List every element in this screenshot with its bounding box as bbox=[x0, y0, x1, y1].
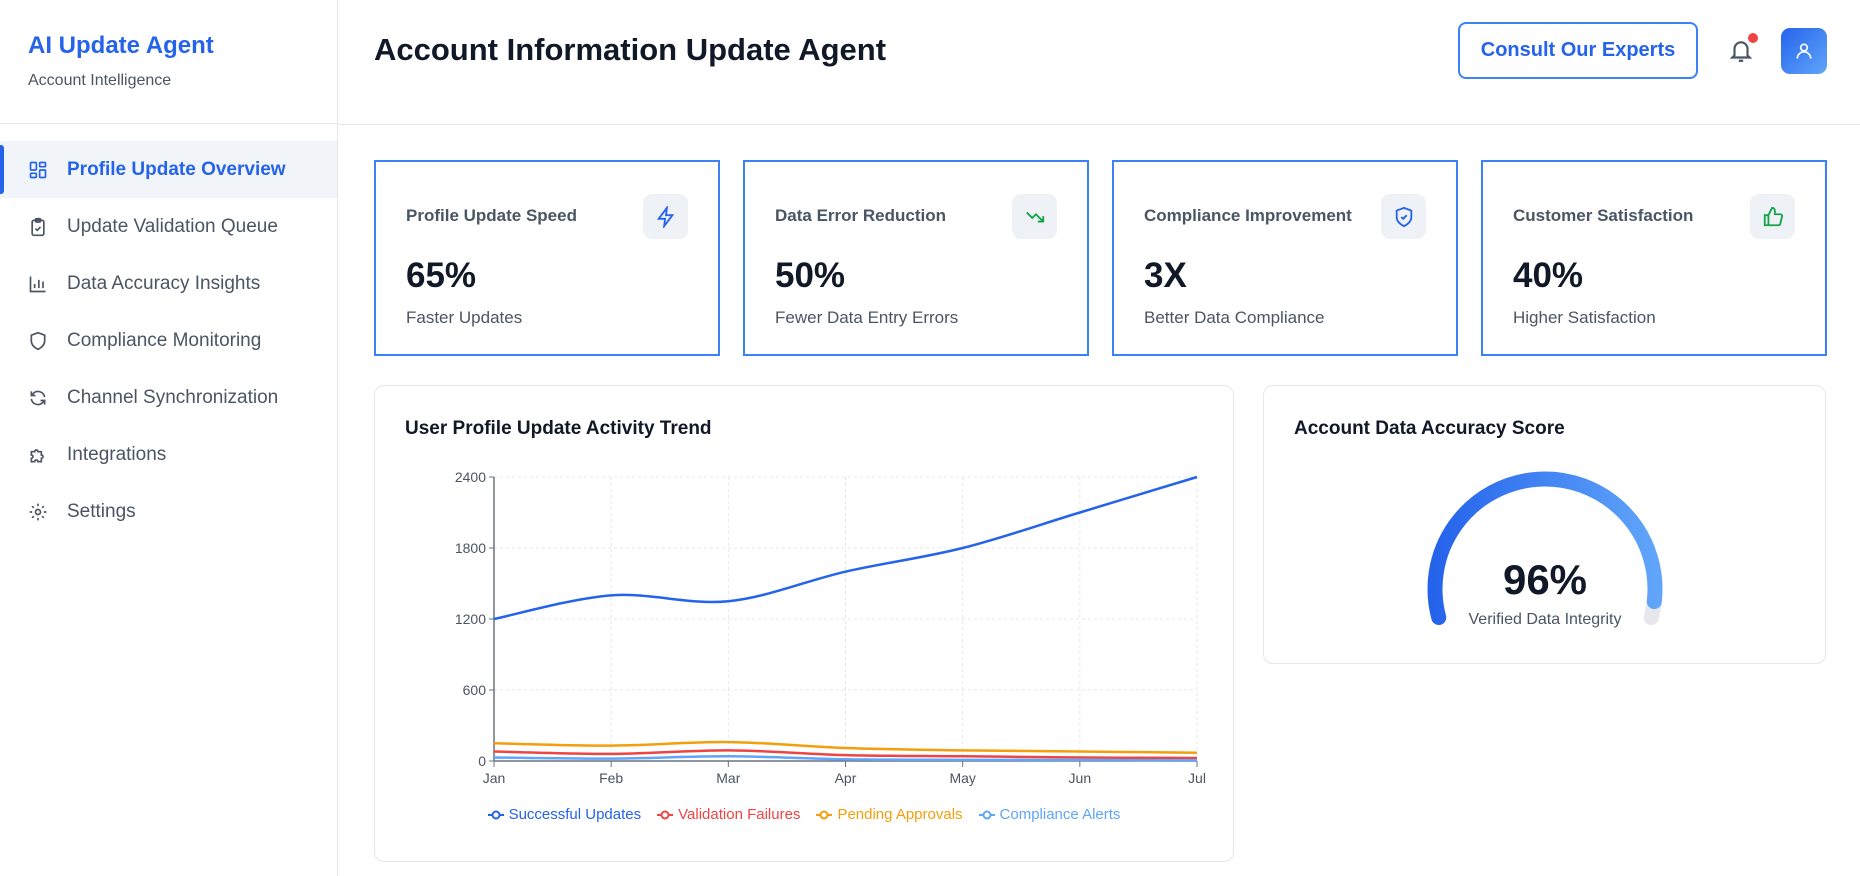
stat-card-data-error-reduction: Data Error Reduction 50% Fewer Data Entr… bbox=[743, 160, 1089, 356]
stat-subtitle: Faster Updates bbox=[406, 308, 523, 327]
thumbs-up-icon bbox=[1750, 194, 1795, 239]
y-tick-label: 0 bbox=[478, 753, 486, 769]
x-tick-label: Jul bbox=[1188, 770, 1206, 786]
sidebar-item-update-validation-queue[interactable]: Update Validation Queue bbox=[0, 198, 337, 255]
legend-label: Validation Failures bbox=[678, 806, 801, 823]
y-tick-label: 1200 bbox=[455, 611, 486, 627]
stat-subtitle: Better Data Compliance bbox=[1144, 308, 1325, 327]
stat-label: Data Error Reduction bbox=[775, 206, 946, 225]
user-icon bbox=[1796, 43, 1812, 59]
grid-icon bbox=[29, 161, 47, 178]
sidebar-item-channel-synchronization[interactable]: Channel Synchronization bbox=[0, 369, 337, 426]
x-tick-label: May bbox=[949, 770, 975, 786]
chart-legend: Successful Updates Validation Failures Pen… bbox=[375, 806, 1233, 823]
y-tick-label: 1800 bbox=[455, 540, 486, 556]
gear-icon bbox=[29, 503, 47, 520]
series-line-pending-approvals bbox=[493, 740, 1198, 754]
x-tick-label: Jan bbox=[483, 770, 506, 786]
stat-label: Customer Satisfaction bbox=[1513, 206, 1694, 225]
bar-chart-icon bbox=[29, 276, 46, 292]
sidebar-item-label: Integrations bbox=[67, 443, 167, 465]
stat-value: 65% bbox=[406, 256, 477, 295]
stat-card-customer-satisfaction: Customer Satisfaction 40% Higher Satisfa… bbox=[1481, 160, 1827, 356]
brand-subtitle: Account Intelligence bbox=[28, 72, 172, 89]
gauge-value: 96% bbox=[1502, 556, 1588, 603]
stat-label: Profile Update Speed bbox=[406, 206, 577, 225]
stat-card-profile-update-speed: Profile Update Speed 65% Faster Updates bbox=[374, 160, 720, 356]
x-tick-label: Apr bbox=[835, 770, 857, 786]
lightning-icon bbox=[643, 194, 688, 239]
line-chart: 0 600 1200 1800 2400 Jan Feb Mar Apr May Jun Jul bbox=[455, 469, 1206, 786]
accuracy-score-card: Account Data Accuracy Score 96% Verified… bbox=[1263, 385, 1826, 664]
header: Account Information Update Agent Consult… bbox=[338, 0, 1860, 125]
refresh-icon bbox=[30, 390, 46, 405]
sidebar-item-label: Settings bbox=[67, 500, 136, 522]
legend-item[interactable]: Validation Failures bbox=[657, 806, 800, 823]
stat-subtitle: Fewer Data Entry Errors bbox=[775, 308, 959, 327]
puzzle-icon bbox=[30, 448, 44, 462]
accuracy-gauge bbox=[1427, 471, 1663, 625]
avatar[interactable] bbox=[1781, 28, 1827, 74]
page-title: Account Information Update Agent bbox=[374, 32, 887, 67]
legend-label: Compliance Alerts bbox=[999, 806, 1121, 823]
sidebar-item-label: Channel Synchronization bbox=[67, 386, 279, 408]
sidebar: AI Update Agent Account Intelligence Pro… bbox=[0, 0, 338, 876]
sidebar-item-label: Profile Update Overview bbox=[67, 158, 286, 180]
y-tick-label: 600 bbox=[463, 682, 487, 698]
legend-item[interactable]: Compliance Alerts bbox=[978, 806, 1121, 823]
legend-marker-icon bbox=[978, 810, 995, 819]
legend-marker-icon bbox=[657, 810, 674, 819]
gauge-fill bbox=[1427, 471, 1663, 625]
legend-item[interactable]: Successful Updates bbox=[487, 806, 642, 823]
x-tick-label: Jun bbox=[1069, 770, 1092, 786]
notification-dot bbox=[1748, 33, 1758, 43]
legend-item[interactable]: Pending Approvals bbox=[816, 806, 963, 823]
sidebar-item-label: Data Accuracy Insights bbox=[67, 272, 261, 294]
x-tick-label: Feb bbox=[599, 770, 623, 786]
stat-card-compliance-improvement: Compliance Improvement 3X Better Data Co… bbox=[1112, 160, 1458, 356]
sidebar-item-data-accuracy-insights[interactable]: Data Accuracy Insights bbox=[0, 255, 337, 312]
gauge-caption: Verified Data Integrity bbox=[1468, 611, 1622, 628]
stat-label: Compliance Improvement bbox=[1144, 206, 1352, 225]
sidebar-item-label: Update Validation Queue bbox=[67, 215, 278, 237]
stat-value: 40% bbox=[1513, 256, 1584, 295]
y-tick-label: 2400 bbox=[455, 469, 486, 485]
sidebar-item-compliance-monitoring[interactable]: Compliance Monitoring bbox=[0, 312, 337, 369]
series-line-successful-updates bbox=[493, 475, 1198, 621]
sidebar-item-settings[interactable]: Settings bbox=[0, 483, 337, 540]
stat-value: 50% bbox=[775, 256, 846, 295]
series-line-validation-failures bbox=[493, 749, 1198, 760]
stat-subtitle: Higher Satisfaction bbox=[1513, 308, 1656, 327]
chart-title: User Profile Update Activity Trend bbox=[405, 418, 712, 439]
x-tick-label: Mar bbox=[716, 770, 740, 786]
legend-label: Successful Updates bbox=[508, 806, 642, 823]
series-line-compliance-alerts bbox=[493, 755, 1198, 762]
legend-marker-icon bbox=[816, 810, 833, 819]
gauge-title: Account Data Accuracy Score bbox=[1294, 418, 1565, 439]
activity-trend-card: User Profile Update Activity Trend 0 600 1… bbox=[374, 385, 1234, 862]
shield-check-icon bbox=[1381, 194, 1426, 239]
shield-icon bbox=[30, 331, 46, 350]
brand-title: AI Update Agent bbox=[28, 32, 214, 59]
brand: AI Update Agent Account Intelligence bbox=[0, 0, 337, 124]
sidebar-nav: Profile Update Overview Update Validatio… bbox=[0, 124, 337, 540]
stat-value: 3X bbox=[1144, 256, 1187, 295]
legend-marker-icon bbox=[487, 810, 504, 819]
sidebar-item-profile-update-overview[interactable]: Profile Update Overview bbox=[0, 141, 337, 198]
sidebar-item-label: Compliance Monitoring bbox=[67, 329, 262, 351]
clipboard-check-icon bbox=[31, 217, 45, 236]
bell-icon[interactable] bbox=[1728, 36, 1754, 66]
legend-label: Pending Approvals bbox=[837, 806, 963, 823]
consult-experts-button[interactable]: Consult Our Experts bbox=[1458, 22, 1698, 79]
sidebar-item-integrations[interactable]: Integrations bbox=[0, 426, 337, 483]
trending-down-icon bbox=[1012, 194, 1057, 239]
